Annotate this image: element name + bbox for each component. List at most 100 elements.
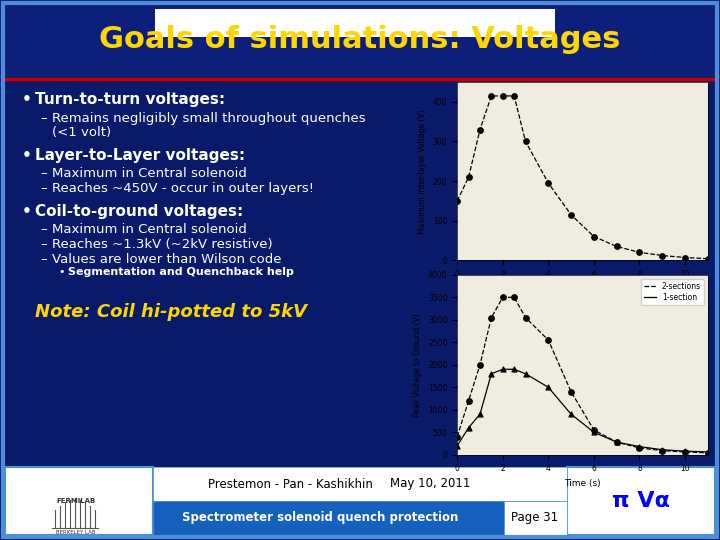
1-section	[658, 447, 667, 453]
Point	[474, 410, 486, 418]
1-section	[635, 443, 644, 450]
2-sections	[464, 397, 473, 404]
1-section	[498, 366, 507, 373]
Point	[679, 447, 690, 455]
Text: Goals of simulations: Voltages: Goals of simulations: Voltages	[99, 25, 621, 55]
Point	[702, 448, 714, 456]
Text: Prestemon - Pan - Kashikhin: Prestemon - Pan - Kashikhin	[207, 477, 372, 490]
Point	[657, 446, 668, 454]
1-section	[453, 442, 462, 449]
Text: –: –	[40, 167, 47, 180]
2-sections	[590, 427, 598, 433]
Point	[508, 365, 520, 374]
1-section	[567, 411, 575, 417]
Text: Segmentation and Quenchback help: Segmentation and Quenchback help	[68, 267, 294, 277]
Bar	[5, 5, 715, 77]
Point	[657, 447, 668, 455]
Text: Turn-to-turn voltages:: Turn-to-turn voltages:	[35, 92, 225, 107]
Point	[451, 197, 463, 205]
Point	[634, 442, 645, 451]
X-axis label: Time (s): Time (s)	[564, 479, 600, 488]
Text: –: –	[40, 223, 47, 236]
Point	[485, 92, 497, 100]
2-sections	[521, 314, 530, 321]
2-sections	[567, 388, 575, 395]
Point	[611, 438, 622, 447]
Bar	[153, 467, 567, 501]
Text: Values are lower than Wilson code: Values are lower than Wilson code	[52, 253, 282, 266]
1-section	[703, 449, 712, 455]
Point	[702, 254, 714, 263]
Point	[611, 242, 622, 251]
Text: Reaches ~1.3kV (~2kV resistive): Reaches ~1.3kV (~2kV resistive)	[52, 238, 273, 251]
Text: Coil-to-ground voltages:: Coil-to-ground voltages:	[35, 204, 243, 219]
Text: •: •	[22, 92, 32, 107]
Y-axis label: Peak Voltage to Ground (V): Peak Voltage to Ground (V)	[413, 313, 423, 417]
Y-axis label: Maximum Inter-layer Voltage (V): Maximum Inter-layer Voltage (V)	[418, 109, 427, 234]
Bar	[5, 467, 715, 535]
Point	[588, 428, 600, 436]
Point	[474, 125, 486, 134]
Point	[463, 423, 474, 432]
Point	[634, 444, 645, 453]
Point	[657, 251, 668, 260]
Bar	[504, 501, 567, 535]
Line: 2-sections: 2-sections	[457, 298, 708, 453]
1-section	[521, 370, 530, 377]
Bar	[155, 9, 555, 37]
2-sections	[453, 434, 462, 440]
1-section	[680, 448, 689, 454]
Bar	[153, 501, 567, 535]
2-sections	[635, 445, 644, 451]
1-section	[487, 370, 495, 377]
Text: Maximum in Central solenoid: Maximum in Central solenoid	[52, 223, 247, 236]
1-section	[464, 424, 473, 431]
Text: BERKELEY LAB: BERKELEY LAB	[56, 530, 96, 535]
2-sections	[658, 448, 667, 454]
Point	[451, 433, 463, 441]
Text: (<1 volt): (<1 volt)	[52, 126, 111, 139]
Point	[565, 410, 577, 418]
2-sections	[510, 294, 518, 301]
Point	[508, 293, 520, 302]
Text: Reaches ~450V - occur in outer layers!: Reaches ~450V - occur in outer layers!	[52, 182, 314, 195]
Text: Layer-to-Layer voltages:: Layer-to-Layer voltages:	[35, 148, 245, 163]
2-sections	[703, 450, 712, 456]
2-sections	[680, 449, 689, 455]
2-sections	[544, 337, 553, 343]
2-sections	[612, 439, 621, 446]
Legend: 2-sections, 1-section: 2-sections, 1-section	[641, 279, 704, 305]
Point	[497, 293, 508, 302]
Point	[611, 438, 622, 447]
1-section	[590, 429, 598, 435]
Text: Maximum in Central solenoid: Maximum in Central solenoid	[52, 167, 247, 180]
Bar	[567, 467, 715, 535]
Point	[520, 313, 531, 322]
Point	[679, 253, 690, 262]
Point	[497, 92, 508, 100]
Point	[702, 449, 714, 457]
1-section	[612, 439, 621, 446]
Point	[463, 173, 474, 181]
Text: Spectrometer solenoid quench protection: Spectrometer solenoid quench protection	[182, 511, 458, 524]
Point	[520, 137, 531, 146]
Text: Note: Coil hi-potted to 5kV: Note: Coil hi-potted to 5kV	[35, 303, 307, 321]
Point	[543, 179, 554, 187]
Point	[485, 313, 497, 322]
Text: FERMILAB: FERMILAB	[56, 498, 96, 504]
Text: Remains negligibly small throughout quenches: Remains negligibly small throughout quen…	[52, 112, 366, 125]
Text: •: •	[22, 204, 32, 219]
Point	[520, 369, 531, 378]
Bar	[5, 467, 153, 535]
1-section	[510, 366, 518, 373]
1-section	[544, 384, 553, 390]
Point	[451, 441, 463, 450]
Text: •: •	[22, 148, 32, 163]
Point	[565, 211, 577, 219]
Point	[463, 396, 474, 405]
Text: –: –	[40, 112, 47, 125]
2-sections	[498, 294, 507, 301]
X-axis label: Time (s): Time (s)	[564, 285, 600, 294]
2-sections	[476, 362, 485, 368]
Text: –: –	[40, 238, 47, 251]
